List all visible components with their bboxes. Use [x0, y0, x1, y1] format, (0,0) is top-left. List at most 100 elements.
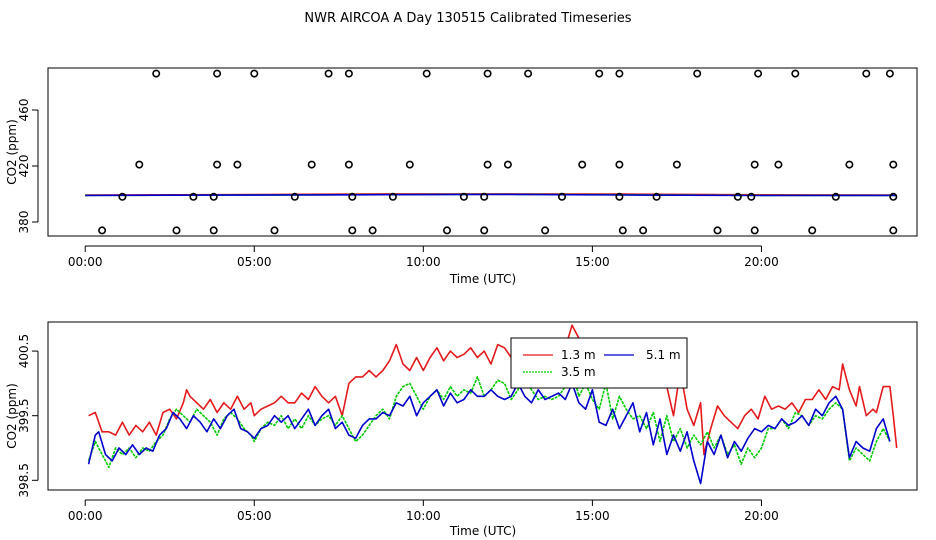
scatter-point [348, 192, 357, 201]
x-tick-label: 20:00 [744, 509, 779, 523]
y-tick-label: 398.5 [17, 463, 31, 497]
scatter-point [213, 69, 222, 78]
top-panel: 00:00 05:00 10:00 15:00 20:00 380 420 460 Time… [5, 67, 918, 286]
x-tick-label: 10:00 [406, 509, 441, 523]
scatter-point [422, 69, 431, 78]
top-y-label: CO2 (ppm) [5, 119, 19, 185]
series-line-5-1-m [87, 382, 891, 485]
top-points [98, 69, 898, 235]
scatter-point [862, 69, 871, 78]
scatter-point [98, 226, 107, 235]
series-line-5-1-m [85, 193, 897, 197]
scatter-point [524, 69, 533, 78]
y-tick-label: 460 [17, 99, 31, 122]
scatter-point [713, 226, 722, 235]
scatter-point [250, 69, 259, 78]
bottom-plot-frame [47, 321, 918, 491]
scatter-point [459, 192, 468, 201]
scatter-point [152, 69, 161, 78]
x-tick-label: 20:00 [744, 255, 779, 269]
scatter-point [639, 226, 648, 235]
bottom-x-axis: 00:00 05:00 10:00 15:00 20:00 [68, 499, 779, 523]
scatter-point [270, 226, 279, 235]
series-line-1-3-m [88, 324, 898, 456]
top-plot-frame [47, 67, 918, 237]
scatter-point [344, 69, 353, 78]
y-tick-label: 420 [17, 155, 31, 178]
legend-label-3-5m: 3.5 m [561, 365, 596, 379]
scatter-point [368, 226, 377, 235]
legend: 1.3 m 5.1 m 3.5 m [510, 337, 688, 389]
scatter-point [290, 192, 299, 201]
scatter-point [831, 192, 840, 201]
y-tick-label: 380 [17, 211, 31, 234]
scatter-point [595, 69, 604, 78]
scatter-point [618, 226, 627, 235]
scatter-point [889, 192, 898, 201]
scatter-point [885, 69, 894, 78]
scatter-point [324, 69, 333, 78]
scatter-point [233, 160, 242, 169]
scatter-point [754, 69, 763, 78]
scatter-point [615, 160, 624, 169]
scatter-point [307, 160, 316, 169]
scatter-point [615, 69, 624, 78]
scatter-point [135, 160, 144, 169]
legend-label-5-1m: 5.1 m [646, 348, 681, 362]
scatter-point [578, 160, 587, 169]
x-tick-label: 00:00 [68, 509, 103, 523]
scatter-point [652, 192, 661, 201]
y-tick-label: 400.5 [17, 334, 31, 368]
scatter-point [209, 226, 218, 235]
bottom-x-label: Time (UTC) [449, 524, 516, 538]
x-tick-label: 10:00 [406, 255, 441, 269]
scatter-point [189, 192, 198, 201]
scatter-point [344, 160, 353, 169]
legend-label-1-3m: 1.3 m [561, 348, 596, 362]
top-x-label: Time (UTC) [449, 272, 516, 286]
scatter-point [541, 226, 550, 235]
x-tick-label: 15:00 [575, 255, 610, 269]
bottom-panel: 00:00 05:00 10:00 15:00 20:00 398.5 399.5 400.… [5, 321, 918, 538]
scatter-point [480, 192, 489, 201]
series-line-3-5-m [87, 369, 891, 469]
x-tick-label: 05:00 [237, 509, 272, 523]
scatter-point [615, 192, 624, 201]
chart-title: NWR AIRCOA A Day 130515 Calibrated Times… [304, 11, 631, 26]
bottom-y-label: CO2 (ppm) [5, 383, 19, 449]
top-lines [85, 193, 897, 197]
scatter-point [405, 160, 414, 169]
legend-box [510, 337, 688, 389]
scatter-point [348, 226, 357, 235]
bottom-y-axis: 398.5 399.5 400.5 [17, 334, 39, 497]
scatter-point [480, 226, 489, 235]
scatter-point [750, 226, 759, 235]
scatter-point [672, 160, 681, 169]
scatter-point [118, 192, 127, 201]
scatter-point [693, 69, 702, 78]
x-tick-label: 00:00 [68, 255, 103, 269]
scatter-point [747, 192, 756, 201]
scatter-point [750, 160, 759, 169]
top-x-axis: 00:00 05:00 10:00 15:00 20:00 [68, 245, 779, 269]
scatter-point [483, 160, 492, 169]
scatter-point [388, 192, 397, 201]
scatter-point [172, 226, 181, 235]
x-tick-label: 05:00 [237, 255, 272, 269]
scatter-point [557, 192, 566, 201]
bottom-lines [87, 324, 898, 485]
scatter-point [503, 160, 512, 169]
scatter-point [483, 69, 492, 78]
y-tick-label: 399.5 [17, 399, 31, 433]
scatter-point [889, 226, 898, 235]
top-y-axis: 380 420 460 [17, 99, 39, 234]
scatter-point [808, 226, 817, 235]
scatter-point [845, 160, 854, 169]
scatter-point [209, 192, 218, 201]
scatter-point [733, 192, 742, 201]
x-tick-label: 15:00 [575, 509, 610, 523]
scatter-point [791, 69, 800, 78]
scatter-point [774, 160, 783, 169]
scatter-point [442, 226, 451, 235]
